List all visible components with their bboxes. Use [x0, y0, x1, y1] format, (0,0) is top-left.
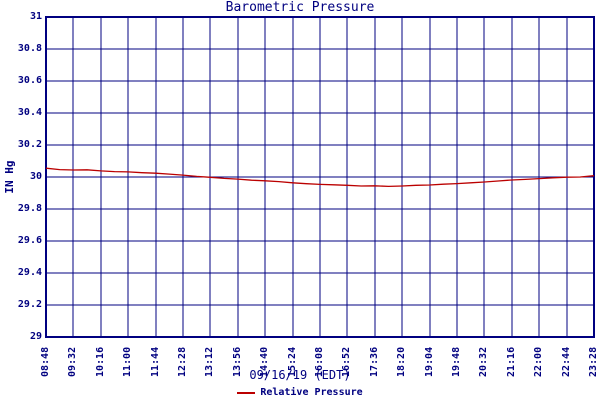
plot-border [45, 16, 595, 338]
y-tick-label: 30 [29, 171, 42, 182]
y-tick-label: 30.4 [17, 107, 42, 118]
legend-line-swatch [237, 392, 256, 394]
y-tick-label: 30.2 [17, 139, 42, 150]
legend-label: Relative Pressure [260, 387, 363, 398]
y-tick-label: 29.2 [17, 299, 42, 310]
legend: Relative Pressure [0, 387, 600, 399]
y-tick-label: 30.8 [17, 43, 42, 54]
y-tick-label: 30.6 [17, 75, 42, 86]
y-tick-label: 29.4 [17, 267, 42, 278]
y-tick-label: 31 [29, 11, 42, 22]
chart-title: Barometric Pressure [225, 0, 375, 15]
y-tick-label: 29.6 [17, 235, 42, 246]
x-axis-date-label: 09/16/19 (EDT) [249, 368, 351, 382]
pressure-line [45, 167, 595, 188]
y-tick-label: 29 [29, 331, 42, 342]
y-tick-label: 29.8 [17, 203, 42, 214]
